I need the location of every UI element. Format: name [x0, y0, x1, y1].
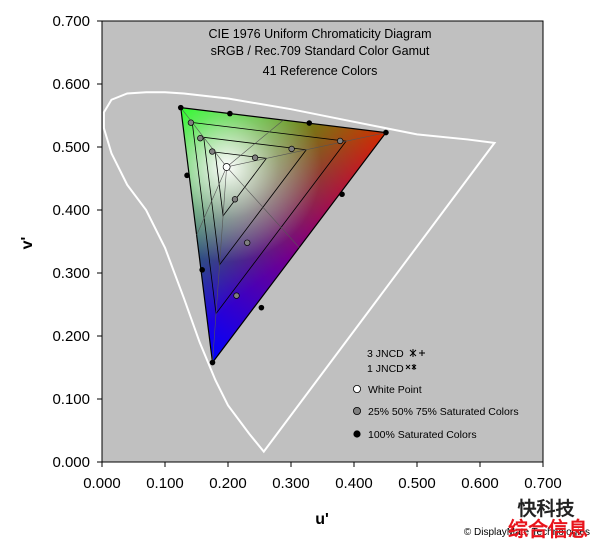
x-tick-label: 0.500: [398, 475, 436, 492]
data-point: [199, 267, 205, 273]
legend: 3 JNCD 1 JNCD White Point 25% 50% 75% Sa…: [352, 348, 519, 441]
data-point: [177, 104, 184, 111]
data-point: [233, 292, 240, 299]
chart-subtitle-2: 41 Reference Colors: [263, 64, 378, 78]
data-point: [209, 359, 216, 366]
y-axis-label: v': [19, 237, 36, 250]
saturation-contours: [180, 106, 388, 365]
y-tick-label: 0.700: [52, 13, 90, 30]
x-tick-label: 0.000: [83, 475, 121, 492]
data-point: [288, 145, 295, 153]
data-point: [258, 304, 265, 311]
data-point: [306, 120, 313, 126]
spoke-line: [180, 107, 227, 168]
data-point: [336, 137, 344, 145]
chart-subtitle: sRGB / Rec.709 Standard Color Gamut: [211, 44, 430, 58]
data-point: [231, 196, 239, 203]
copyright-text: © DisplayMate Technologies: [464, 527, 590, 538]
x-tick-label: 0.100: [146, 475, 184, 492]
spoke-line: [226, 132, 387, 168]
x-tick-label: 0.700: [524, 475, 562, 492]
x-tick-label: 0.200: [209, 475, 247, 492]
watermark-bottom: 综合信息: [508, 517, 588, 541]
data-point: [184, 172, 190, 179]
y-tick-label: 0.200: [52, 328, 90, 345]
reference-points: [177, 104, 389, 366]
legend-partial-saturation: 25% 50% 75% Saturated Colors: [368, 406, 519, 418]
data-point: [227, 110, 233, 117]
spectral-locus: [102, 91, 497, 454]
legend-full-saturation-marker: [353, 430, 361, 438]
legend-3-jncd: 3 JNCD: [367, 348, 404, 360]
x-tick-label: 0.600: [461, 475, 499, 492]
data-point: [383, 129, 389, 136]
legend-3-jncd-marker: [409, 349, 425, 357]
spoke-line: [196, 166, 227, 236]
y-tick-label: 0.400: [52, 202, 90, 219]
y-tick-label: 0.600: [52, 76, 90, 93]
legend-partial-saturation-marker: [352, 406, 361, 415]
watermark-top: 快科技: [517, 497, 575, 520]
y-tick-label: 0.000: [52, 454, 90, 471]
x-axis-ticks: 0.000 0.100 0.200 0.300 0.400 0.500 0.600 0.700: [83, 462, 562, 492]
plot-area: [101, 20, 544, 463]
spoke-line: [226, 119, 284, 168]
y-tick-label: 0.500: [52, 139, 90, 156]
spoke-line: [226, 166, 300, 248]
legend-1-jncd: 1 JNCD: [367, 363, 404, 375]
data-point: [244, 239, 251, 246]
chart-title: CIE 1976 Uniform Chromaticity Diagram: [209, 27, 432, 41]
legend-white-point-marker: [352, 384, 361, 393]
x-tick-label: 0.400: [335, 475, 373, 492]
data-point: [222, 163, 231, 171]
legend-full-saturation: 100% Saturated Colors: [368, 429, 477, 441]
y-tick-label: 0.300: [52, 265, 90, 282]
data-point: [197, 135, 204, 142]
y-axis-ticks: 0.000 0.100 0.200 0.300 0.400 0.500 0.600 0.700: [52, 13, 102, 471]
data-point: [209, 148, 216, 155]
data-point: [339, 191, 345, 198]
legend-white-point: White Point: [368, 384, 422, 396]
data-point: [187, 119, 195, 126]
x-tick-label: 0.300: [272, 475, 310, 492]
data-point: [251, 154, 259, 161]
spoke-line: [212, 166, 227, 363]
watermark-logo: 快科技 综合信息: [508, 497, 588, 541]
legend-1-jncd-marker: [405, 364, 417, 370]
x-axis-label: u': [315, 511, 329, 528]
y-tick-label: 0.100: [52, 391, 90, 408]
